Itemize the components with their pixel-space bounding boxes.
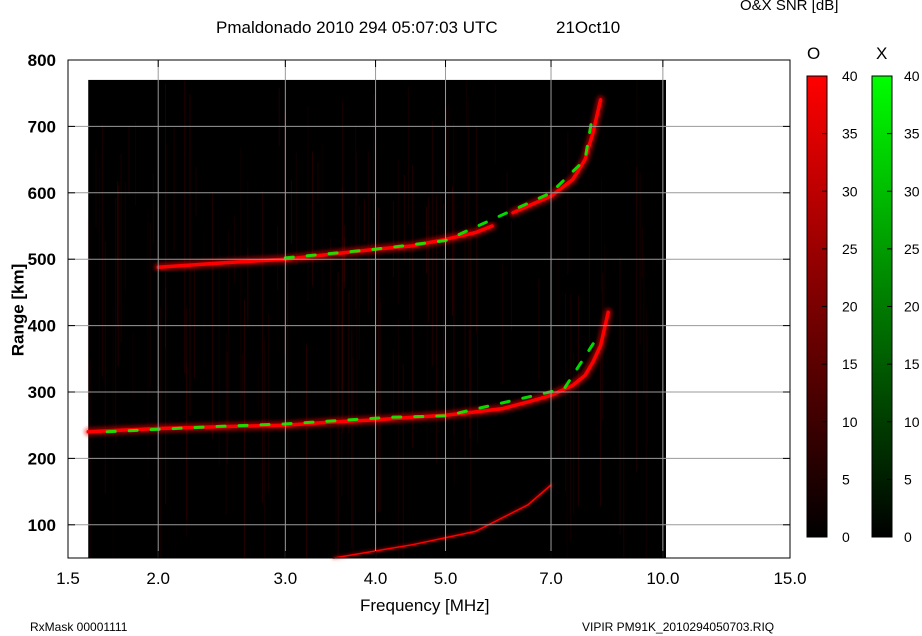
colorbar-o-tick-label: 40 (842, 68, 858, 84)
colorbar-x-tick-label: 20 (904, 299, 920, 315)
colorbar-o-tick-label: 15 (842, 356, 858, 372)
o-trace (511, 98, 603, 215)
data-region (87, 79, 666, 559)
colorbars: 40 40 35 35 30 30 25 25 20 20 15 15 10 10 5 5 0 0 (806, 68, 920, 545)
y-tick-label: 100 (28, 516, 56, 535)
colorbar-x-tick-label: 15 (904, 356, 920, 372)
plot-border (67, 59, 791, 559)
chart-date: 21Oct10 (556, 18, 621, 37)
snr-label: O&X SNR [dB] (740, 0, 839, 14)
o-trace (332, 484, 552, 559)
colorbar-o-tick-label: 5 (842, 471, 850, 487)
x-tick-label: 15.0 (773, 569, 806, 588)
colorbar-x-tick-label: 35 (904, 126, 920, 142)
y-tick-label: 300 (28, 383, 56, 402)
colorbar-o-tick-label: 25 (842, 241, 858, 257)
y-tick-label: 700 (28, 117, 56, 136)
y-tick-label: 800 (28, 51, 56, 70)
colorbar-o-tick-label: 0 (842, 529, 850, 545)
file-label: VIPIR PM91K_2010294050703.RIQ (582, 620, 775, 634)
colorbar-x-tick-label: 10 (904, 414, 920, 430)
x-tick-label: 7.0 (539, 569, 563, 588)
rxmask-label: RxMask 00001111 (30, 620, 128, 634)
y-tick-label: 500 (28, 250, 56, 269)
axes: 1.5 2.0 3.0 4.0 5.0 7.0 10.0 15.0 100 200 300 400 50… (28, 51, 807, 588)
colorbar-x-label: X (876, 44, 888, 63)
x-axis-label: Frequency [MHz] (360, 596, 490, 615)
colorbar-x-tick-label: 5 (904, 471, 912, 487)
colorbar-x-tick-label: 25 (904, 241, 920, 257)
grid-lines (68, 60, 790, 558)
y-tick-label: 400 (28, 317, 56, 336)
data-background (88, 79, 666, 559)
colorbar-o-tick-label: 10 (842, 414, 858, 430)
x-tick-label: 1.5 (56, 569, 80, 588)
x-tick-label: 10.0 (646, 569, 679, 588)
y-tick-label: 200 (28, 449, 56, 468)
chart-title: Pmaldonado 2010 294 05:07:03 UTC (216, 18, 498, 37)
x-tick-label: 5.0 (434, 569, 458, 588)
x-tick-label: 4.0 (364, 569, 388, 588)
y-tick-label: 600 (28, 184, 56, 203)
colorbar-o-label: O (807, 44, 821, 63)
colorbar-o-tick-label: 35 (842, 126, 858, 142)
x-tick-label: 2.0 (146, 569, 170, 588)
x-trace (283, 111, 595, 260)
colorbar-x-tick-label: 0 (904, 529, 912, 545)
x-tick-label: 3.0 (274, 569, 298, 588)
colorbar-x-tick-label: 30 (904, 183, 920, 199)
colorbar-o-tick-label: 20 (842, 299, 858, 315)
colorbar-o-tick-label: 30 (842, 183, 858, 199)
colorbar-x-tick-label: 40 (904, 68, 920, 84)
